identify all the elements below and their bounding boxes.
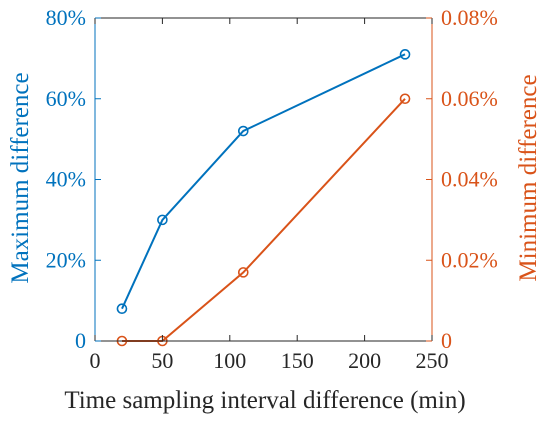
series-line [121, 53, 406, 310]
data-point [157, 214, 168, 226]
series-2 [116, 93, 411, 347]
left-y-tick-label: 60% [46, 86, 86, 111]
right-y-tick-label: 0 [441, 328, 452, 353]
right-y-tick-label: 0.04% [441, 167, 498, 192]
right-y-axis-label: Minimum difference [515, 74, 542, 281]
left-y-tick-label: 80% [46, 5, 86, 30]
left-y-tick-label: 0 [75, 328, 86, 353]
right-y-tick-label: 0.08% [441, 5, 498, 30]
x-tick-label: 50 [151, 348, 173, 373]
x-tick-label: 0 [90, 348, 101, 373]
x-tick-label: 100 [213, 348, 246, 373]
data-point [237, 125, 249, 137]
data-point [399, 93, 411, 105]
left-y-axis-label: Maximum difference [7, 72, 34, 283]
data-point [116, 303, 128, 315]
right-y-tick-label: 0.02% [441, 247, 498, 272]
x-tick-label: 200 [348, 348, 381, 373]
left-y-tick-label: 40% [46, 167, 86, 192]
x-axis-label: Time sampling interval difference (min) [64, 387, 465, 414]
data-point [399, 49, 411, 60]
x-tick-label: 250 [416, 348, 449, 373]
right-y-tick-label: 0.06% [441, 86, 498, 111]
data-point [237, 267, 249, 278]
series-1 [116, 49, 411, 315]
series-layer [116, 49, 411, 347]
series-line [122, 98, 406, 342]
left-y-tick-label: 20% [46, 247, 86, 272]
x-tick-label: 150 [281, 348, 314, 373]
axes-layer: 0 50 100 150 200 250020%40%60%80%00.02%0.04%0… [46, 5, 498, 373]
